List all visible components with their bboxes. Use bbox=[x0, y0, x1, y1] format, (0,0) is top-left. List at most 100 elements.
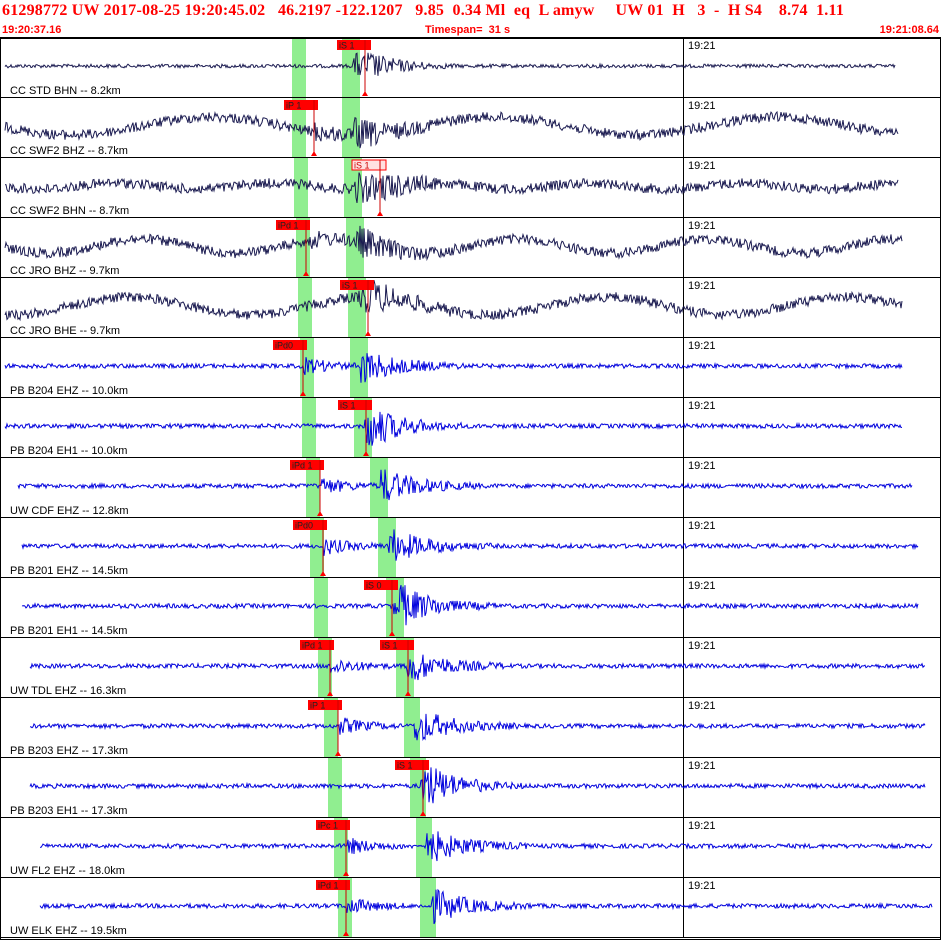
p-arrival-band bbox=[298, 278, 312, 338]
trace-row-ch7[interactable]: 19:21 iS 1 PB B204 EH1 -- 10.0km bbox=[0, 398, 941, 458]
minute-marker-label: 19:21 bbox=[688, 580, 716, 592]
pick-flag[interactable] bbox=[380, 640, 414, 650]
channel-label: CC SWF2 BHN -- 8.7km bbox=[10, 205, 129, 217]
waveform bbox=[4, 110, 899, 149]
p-arrival-band bbox=[310, 518, 324, 578]
pick-marker bbox=[303, 271, 309, 276]
channel-label: CC STD BHN -- 8.2km bbox=[10, 85, 121, 97]
trace-row-ch12[interactable]: 19:21 iP 1 PB B203 EHZ -- 17.3km bbox=[0, 698, 941, 758]
trace-row-ch6[interactable]: 19:21 iPd0 PB B204 EHZ -- 10.0km bbox=[0, 338, 941, 398]
channel-label: UW ELK EHZ -- 19.5km bbox=[10, 925, 127, 937]
s-arrival-band bbox=[378, 518, 396, 578]
pick-marker bbox=[377, 211, 383, 216]
waveform bbox=[29, 713, 926, 742]
pick-flag[interactable] bbox=[284, 100, 318, 110]
trace-row-ch15[interactable]: 19:21 iPd 1 UW ELK EHZ -- 19.5km bbox=[0, 878, 941, 938]
pick-marker bbox=[317, 511, 323, 516]
waveform bbox=[4, 353, 903, 383]
p-arrival-band bbox=[294, 158, 308, 218]
waveform bbox=[39, 831, 933, 862]
s-arrival-band bbox=[342, 38, 360, 98]
pick-marker bbox=[362, 91, 368, 96]
pick-label: iPd0 bbox=[275, 341, 293, 351]
p-arrival-band bbox=[292, 38, 306, 98]
pick-marker bbox=[343, 871, 349, 876]
pick-flag[interactable] bbox=[337, 40, 371, 50]
pick-flag[interactable] bbox=[300, 640, 334, 650]
channel-label: PB B204 EHZ -- 10.0km bbox=[10, 385, 128, 397]
s-arrival-band bbox=[344, 158, 362, 218]
p-arrival-band bbox=[324, 698, 338, 758]
pick-flag[interactable] bbox=[351, 159, 387, 171]
pick-flag[interactable] bbox=[273, 340, 307, 350]
minute-marker-label: 19:21 bbox=[688, 280, 716, 292]
pick-flag[interactable] bbox=[276, 220, 310, 230]
waveform bbox=[17, 469, 913, 501]
trace-row-ch4[interactable]: 19:21 iPd 1 CC JRO BHZ -- 9.7km bbox=[0, 218, 941, 278]
event-summary-title: 61298772 UW 2017-08-25 19:20:45.02 46.21… bbox=[2, 2, 845, 19]
trace-row-ch14[interactable]: 19:21 iPc 1 UW FL2 EHZ -- 18.0km bbox=[0, 818, 941, 878]
window-start-time: 19:20:37.16 bbox=[2, 24, 62, 36]
waveform bbox=[4, 52, 896, 76]
waveform bbox=[21, 529, 919, 561]
pick-label: iPd 1 bbox=[318, 881, 339, 891]
s-arrival-band bbox=[404, 698, 420, 758]
pick-label: iPc 1 bbox=[318, 821, 338, 831]
pick-label: iS 1 bbox=[382, 641, 398, 651]
pick-flag[interactable] bbox=[316, 820, 350, 830]
pick-flag[interactable] bbox=[395, 760, 429, 770]
channel-label: UW CDF EHZ -- 12.8km bbox=[10, 505, 129, 517]
minute-marker-label: 19:21 bbox=[688, 820, 716, 832]
p-arrival-band bbox=[318, 638, 332, 698]
pick-marker bbox=[389, 631, 395, 636]
channel-label: PB B203 EHZ -- 17.3km bbox=[10, 745, 128, 757]
pick-flag[interactable] bbox=[364, 580, 398, 590]
pick-marker bbox=[335, 751, 341, 756]
minute-marker-label: 19:21 bbox=[688, 40, 716, 52]
pick-flag[interactable] bbox=[316, 880, 350, 890]
pick-flag[interactable] bbox=[290, 460, 324, 470]
channel-label: CC JRO BHZ -- 9.7km bbox=[10, 265, 119, 277]
trace-plot[interactable]: 19:21 iS 1 CC STD BHN -- 8.2km 19:21 iP 1 CC … bbox=[0, 38, 941, 940]
pick-flag[interactable] bbox=[338, 400, 372, 410]
s-arrival-band bbox=[416, 818, 432, 878]
waveform bbox=[29, 767, 926, 804]
channel-label: PB B201 EHZ -- 14.5km bbox=[10, 565, 128, 577]
trace-row-ch5[interactable]: 19:21 iS 1 CC JRO BHE -- 9.7km bbox=[0, 278, 941, 338]
trace-row-ch8[interactable]: 19:21 iPd 1 UW CDF EHZ -- 12.8km bbox=[0, 458, 941, 518]
pick-label: iS 1 bbox=[339, 41, 355, 51]
pick-marker bbox=[405, 691, 411, 696]
seismogram-panel[interactable]: 19:21 iS 1 CC STD BHN -- 8.2km 19:21 iP 1 CC … bbox=[0, 38, 941, 940]
trace-row-ch11[interactable]: 19:21 iPd 1 iS 1 UW TDL EHZ -- 16.3km bbox=[0, 638, 941, 698]
pick-label: iS 1 bbox=[354, 161, 370, 171]
trace-row-ch13[interactable]: 19:21 iS 1 PB B203 EH1 -- 17.3km bbox=[0, 758, 941, 818]
trace-row-ch10[interactable]: 19:21 iS 0 PB B201 EH1 -- 14.5km bbox=[0, 578, 941, 638]
pick-marker bbox=[320, 571, 326, 576]
minute-marker-label: 19:21 bbox=[688, 640, 716, 652]
waveform bbox=[39, 888, 933, 925]
pick-label: iPd 1 bbox=[302, 641, 323, 651]
pick-label: iPd 1 bbox=[292, 461, 313, 471]
pick-label: iP 1 bbox=[310, 701, 325, 711]
pick-label: iPd 1 bbox=[278, 221, 299, 231]
trace-row-ch2[interactable]: 19:21 iP 1 CC SWF2 BHZ -- 8.7km bbox=[0, 98, 941, 158]
minute-marker-label: 19:21 bbox=[688, 520, 716, 532]
trace-row-ch1[interactable]: 19:21 iS 1 CC STD BHN -- 8.2km bbox=[0, 38, 941, 98]
channel-label: UW FL2 EHZ -- 18.0km bbox=[10, 865, 125, 877]
trace-row-ch9[interactable]: 19:21 iPd0 PB B201 EHZ -- 14.5km bbox=[0, 518, 941, 578]
channel-label: CC SWF2 BHZ -- 8.7km bbox=[10, 145, 128, 157]
pick-flag[interactable] bbox=[308, 700, 342, 710]
panel-border bbox=[0, 38, 941, 940]
pick-marker bbox=[311, 151, 317, 156]
waveform bbox=[4, 411, 903, 446]
trace-row-ch3[interactable]: 19:21 iS 1 CC SWF2 BHN -- 8.7km bbox=[0, 158, 941, 218]
pick-label: iS 1 bbox=[340, 401, 356, 411]
pick-flag[interactable] bbox=[340, 280, 374, 290]
channel-label: UW TDL EHZ -- 16.3km bbox=[10, 685, 126, 697]
pick-marker bbox=[363, 451, 369, 456]
pick-flag[interactable] bbox=[293, 520, 327, 530]
s-arrival-band bbox=[350, 338, 368, 398]
waveform bbox=[21, 584, 919, 626]
waveform bbox=[29, 654, 926, 681]
p-arrival-band bbox=[328, 758, 342, 818]
